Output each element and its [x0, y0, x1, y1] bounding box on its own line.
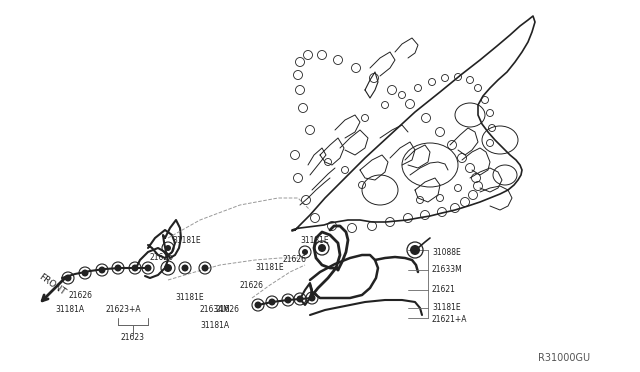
Circle shape [302, 249, 308, 255]
Circle shape [65, 275, 72, 282]
Text: 31181A: 31181A [55, 305, 84, 314]
Text: 31181A: 31181A [200, 321, 229, 330]
Text: 21623: 21623 [120, 334, 144, 343]
Text: 21633M: 21633M [432, 266, 463, 275]
Text: 31088E: 31088E [432, 247, 461, 257]
Circle shape [131, 264, 138, 272]
Circle shape [255, 301, 262, 308]
Circle shape [115, 264, 122, 272]
Text: 21626: 21626 [68, 291, 92, 299]
Text: 21626: 21626 [150, 253, 174, 263]
Circle shape [269, 298, 275, 305]
Circle shape [164, 264, 172, 272]
Text: R31000GU: R31000GU [538, 353, 590, 363]
Circle shape [99, 266, 106, 273]
Text: 21621+A: 21621+A [432, 315, 467, 324]
Text: 31181E: 31181E [175, 294, 204, 302]
Circle shape [81, 269, 88, 276]
Circle shape [145, 264, 152, 272]
Circle shape [202, 264, 209, 272]
Circle shape [296, 295, 303, 302]
Text: 31181E: 31181E [432, 304, 461, 312]
Text: FRONT: FRONT [37, 273, 67, 298]
Text: 21626: 21626 [240, 280, 264, 289]
Circle shape [410, 245, 420, 255]
Circle shape [182, 264, 189, 272]
Text: 21626: 21626 [215, 305, 239, 314]
Circle shape [308, 295, 316, 301]
Text: 31181E: 31181E [300, 235, 328, 244]
Text: 21623+A: 21623+A [105, 305, 141, 314]
Text: 21626: 21626 [283, 256, 307, 264]
Text: 21634M: 21634M [200, 305, 231, 314]
Text: 21621: 21621 [432, 285, 456, 295]
Circle shape [285, 296, 291, 304]
Circle shape [318, 244, 326, 252]
Text: 31181E: 31181E [255, 263, 284, 273]
Circle shape [165, 245, 171, 251]
Text: 31181E: 31181E [172, 235, 200, 244]
